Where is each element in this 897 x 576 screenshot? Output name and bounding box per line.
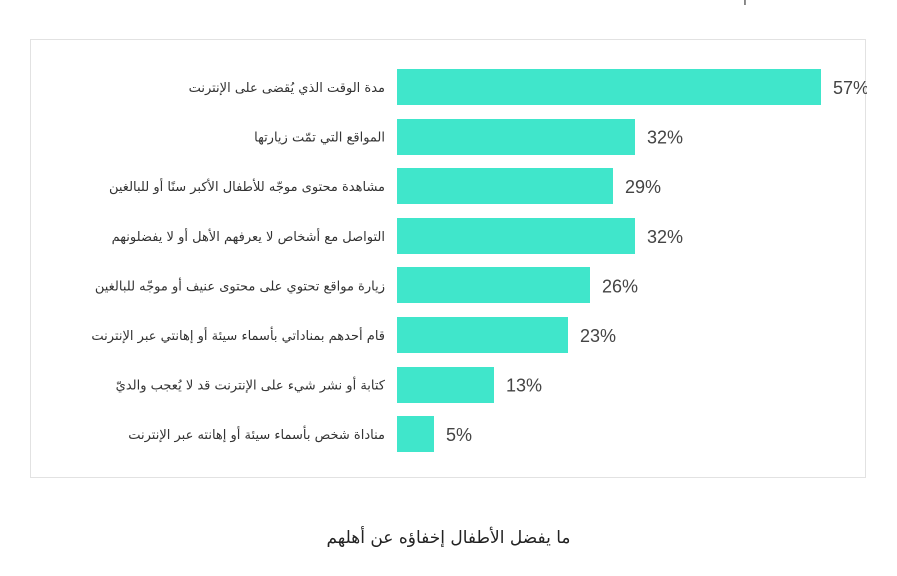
top-text-fragment-text: ا <box>743 0 747 8</box>
category-label-2: المواقع التي تمّت زيارتها <box>254 131 385 146</box>
category-label-1: مدة الوقت الذي يُقضى على الإنترنت <box>189 81 385 96</box>
bar-8 <box>397 416 434 452</box>
bar-4 <box>397 218 635 254</box>
value-label-5: 26% <box>602 276 638 296</box>
value-label-1: 57% <box>833 78 867 98</box>
bar-6 <box>397 317 568 353</box>
value-label-2: 32% <box>647 128 683 148</box>
value-label-4: 32% <box>647 227 683 247</box>
top-text-fragment: ا <box>0 0 897 8</box>
category-label-3: مشاهدة محتوى موجّه للأطفال الأكبر سنًا أ… <box>109 178 385 195</box>
chart-caption: ما يفضل الأطفال إخفاؤه عن أهلهم <box>326 528 571 548</box>
value-label-6: 23% <box>580 326 616 346</box>
bar-1 <box>397 69 821 105</box>
chart-frame: مدة الوقت الذي يُقضى على الإنترنت 57% المو… <box>30 39 867 478</box>
category-label-6: قام أحدهم بمناداتي بأسماء سيئة أو إهانتي… <box>91 326 385 344</box>
bar-chart: مدة الوقت الذي يُقضى على الإنترنت 57% المو… <box>91 69 867 452</box>
bar-7 <box>397 367 494 403</box>
category-label-5: زيارة مواقع تحتوي على محتوى عنيف أو موجّ… <box>95 277 385 294</box>
category-label-8: مناداة شخص بأسماء سيئة أو إهانته عبر الإ… <box>128 425 385 443</box>
value-label-8: 5% <box>446 425 472 445</box>
value-label-3: 29% <box>625 177 661 197</box>
category-label-7: كتابة أو نشر شيء على الإنترنت قد لا يُعج… <box>116 377 386 394</box>
bar-3 <box>397 168 613 204</box>
category-label-4: التواصل مع أشخاص لا يعرفهم الأهل أو لا ي… <box>112 228 385 245</box>
value-label-7: 13% <box>506 376 542 396</box>
bar-2 <box>397 119 635 155</box>
bar-5 <box>397 267 590 303</box>
